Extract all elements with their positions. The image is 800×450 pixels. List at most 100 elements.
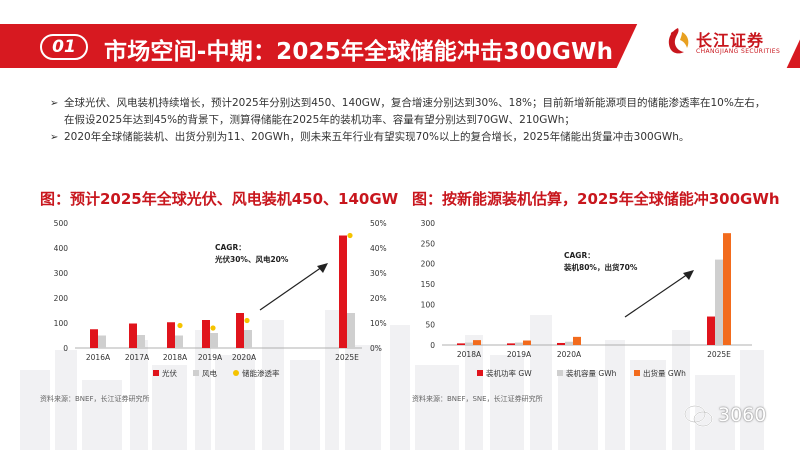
y-tick-label: 50 xyxy=(425,321,435,330)
bar-capacity xyxy=(465,342,473,345)
bar-wind xyxy=(175,335,183,348)
bar-shipment xyxy=(573,336,581,345)
bar-pv xyxy=(202,320,210,348)
bar-pv xyxy=(167,322,175,348)
x-tick-label: 2019A xyxy=(198,353,223,362)
bullet-text: 2020年全球储能装机、出货分别为11、20GWh，则未来五年行业有望实现70%… xyxy=(64,131,690,143)
bar-capacity xyxy=(565,341,573,345)
y-left-tick-label: 300 xyxy=(54,269,69,278)
y-left-tick-label: 0 xyxy=(63,344,68,353)
y-tick-label: 100 xyxy=(421,300,436,309)
penetration-point xyxy=(177,322,183,329)
y-right-ticks: 0% 10% 20% 30% 40% 50% xyxy=(370,219,387,353)
chart-legend: 装机功率 GW 装机容量 GWh 出货量 GWh xyxy=(477,368,686,378)
legend-label-penetration: 储能渗透率 xyxy=(242,368,280,378)
right-chart-title: 图：按新能源装机估算，2025年全球储能冲300GWh xyxy=(412,190,780,208)
bar-pv xyxy=(339,235,347,348)
trend-arrow-head-icon xyxy=(317,263,328,273)
slide-title: 市场空间-中期：2025年全球储能冲击300GWh xyxy=(104,39,614,65)
bar-capacity xyxy=(715,259,723,345)
bar-pv xyxy=(236,313,244,348)
legend-swatch-pv xyxy=(153,370,159,376)
y-left-tick-label: 100 xyxy=(54,319,69,328)
bar-wind xyxy=(98,335,106,348)
penetration-point xyxy=(210,325,216,331)
pv-wind-chart: 0 100 200 300 400 500 0% 10% 20% 30% 40% 50% 2016A… xyxy=(54,219,387,378)
right-chart-source: 资料来源：BNEF，SNE，长江证券研究所 xyxy=(412,395,543,403)
y-left-ticks: 0 100 200 300 400 500 xyxy=(54,219,69,353)
bar-pv xyxy=(129,323,137,348)
bar-power xyxy=(507,343,515,345)
bar-power xyxy=(457,343,465,345)
bar-pv xyxy=(90,329,98,348)
company-logo: 长江证券 CHANGJIANG SECURITIES xyxy=(664,24,794,64)
trend-arrow-head-icon xyxy=(683,270,694,280)
cagr-value: 光伏30%、风电20% xyxy=(214,254,289,264)
x-tick-label: 2016A xyxy=(86,353,111,362)
bar-power xyxy=(557,342,565,345)
penetration-dots xyxy=(177,232,353,331)
logo-name-en: CHANGJIANG SECURITIES xyxy=(696,48,781,55)
y-ticks: 0 50 100 150 200 250 300 xyxy=(421,219,436,350)
watermark: 3060 xyxy=(684,402,794,432)
skyline-background xyxy=(20,310,764,450)
x-tick-label: 2025E xyxy=(335,353,359,362)
bars xyxy=(90,235,355,348)
legend-marker-penetration xyxy=(233,370,239,376)
legend-swatch-capacity xyxy=(557,370,563,376)
legend-swatch-shipment xyxy=(634,370,640,376)
penetration-point xyxy=(244,317,250,324)
legend-label-wind: 风电 xyxy=(202,368,217,378)
y-left-tick-label: 200 xyxy=(54,294,69,303)
bullet-arrow-icon: ➢ xyxy=(50,132,59,143)
x-tick-label: 2019A xyxy=(507,350,532,359)
y-right-tick-label: 10% xyxy=(370,319,387,328)
chart-legend: 光伏 风电 储能渗透率 xyxy=(153,368,280,378)
y-right-tick-label: 50% xyxy=(370,219,387,228)
cagr-label: CAGR： xyxy=(564,251,595,260)
x-tick-label: 2025E xyxy=(707,350,731,359)
y-right-tick-label: 30% xyxy=(370,269,387,278)
x-tick-label: 2018A xyxy=(457,350,482,359)
bullet-item: ➢ 全球光伏、风电装机持续增长，预计2025年分别达到450、140GW，复合增… xyxy=(50,95,770,129)
bar-shipment xyxy=(723,233,731,345)
legend-label-pv: 光伏 xyxy=(162,368,177,378)
bar-shipment xyxy=(473,340,481,345)
bar-capacity xyxy=(515,342,523,345)
left-chart-source: 资料来源：BNEF，长江证券研究所 xyxy=(40,395,150,403)
x-tick-label: 2018A xyxy=(163,353,188,362)
bar-wind xyxy=(244,330,252,348)
x-tick-label: 2020A xyxy=(557,350,582,359)
bar-power xyxy=(707,316,715,345)
y-tick-label: 300 xyxy=(421,219,436,228)
bullet-item: ➢ 2020年全球储能装机、出货分别为11、20GWh，则未来五年行业有望实现7… xyxy=(50,129,770,146)
slide-header: 01 市场空间-中期：2025年全球储能冲击300GWh 长江证券 CHANGJ… xyxy=(0,18,800,74)
trend-arrow xyxy=(259,266,323,311)
y-right-tick-label: 20% xyxy=(370,294,387,303)
legend-label-capacity: 装机容量 GWh xyxy=(566,368,617,378)
cagr-value: 装机80%，出货70% xyxy=(563,262,638,272)
legend-label-shipment: 出货量 GWh xyxy=(643,368,686,378)
bar-wind xyxy=(347,313,355,348)
penetration-point xyxy=(347,232,353,239)
y-tick-label: 200 xyxy=(421,260,436,269)
slide-number-badge: 01 xyxy=(40,34,88,60)
x-tick-labels: 2018A 2019A 2020A 2025E xyxy=(457,350,731,359)
y-left-tick-label: 500 xyxy=(54,219,69,228)
watermark-text: 3060 xyxy=(718,404,767,426)
y-tick-label: 0 xyxy=(430,341,435,350)
bar-shipment xyxy=(523,340,531,345)
legend-swatch-wind xyxy=(193,370,199,376)
x-tick-labels: 2016A 2017A 2018A 2019A 2020A 2025E xyxy=(86,353,359,362)
y-tick-label: 150 xyxy=(421,280,436,289)
bar-wind xyxy=(137,335,145,348)
x-tick-label: 2017A xyxy=(125,353,150,362)
y-right-tick-label: 0% xyxy=(370,344,382,353)
x-tick-label: 2020A xyxy=(232,353,257,362)
legend-swatch-power xyxy=(477,370,483,376)
y-right-tick-label: 40% xyxy=(370,244,387,253)
trend-arrow xyxy=(624,273,689,318)
logo-name-cn: 长江证券 xyxy=(696,31,765,50)
y-left-tick-label: 400 xyxy=(54,244,69,253)
